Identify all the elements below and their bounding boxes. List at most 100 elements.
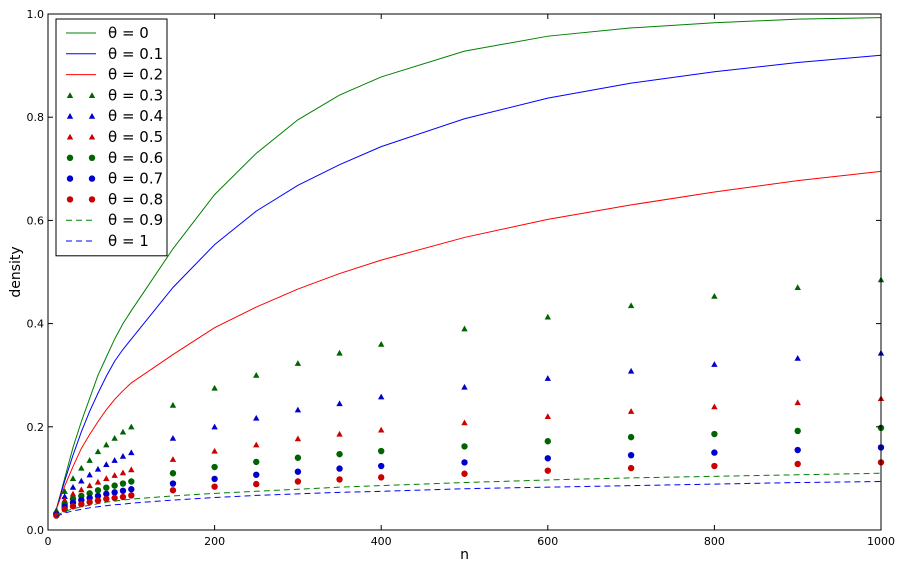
legend-label: θ = 0.6 xyxy=(108,149,163,167)
data-point xyxy=(111,482,118,489)
data-point xyxy=(119,453,127,459)
legend-swatch xyxy=(66,113,74,119)
axes-layer: 0 200 400 600 800 1000 0.0 0.2 0.4 0.6 0.8 1.0 xyxy=(27,8,896,548)
data-point xyxy=(119,487,127,494)
legend-entry: θ = 0 xyxy=(66,24,149,42)
legend-entry: θ = 0.5 xyxy=(66,128,163,146)
data-point xyxy=(378,474,385,481)
series-9 xyxy=(56,472,882,517)
legend-label: θ = 0.4 xyxy=(108,107,163,125)
series-line xyxy=(56,472,882,517)
data-point xyxy=(294,454,302,461)
y-tick-label: 1.0 xyxy=(27,8,45,21)
data-point xyxy=(544,467,551,474)
data-point xyxy=(253,441,260,448)
legend-label: θ = 0.9 xyxy=(108,211,163,229)
data-point xyxy=(61,493,68,500)
legend-swatch xyxy=(88,196,96,203)
data-point xyxy=(794,284,801,291)
data-point xyxy=(128,492,135,499)
data-point xyxy=(294,435,302,442)
data-point xyxy=(711,403,718,410)
series-line xyxy=(55,170,882,510)
data-point xyxy=(111,434,118,441)
x-tick-label: 800 xyxy=(704,535,725,548)
data-point xyxy=(378,426,385,433)
data-point xyxy=(378,447,385,455)
data-point xyxy=(78,464,85,471)
legend-label: θ = 0.2 xyxy=(108,66,163,84)
data-point xyxy=(711,361,718,367)
legend-swatch xyxy=(88,113,96,119)
data-point xyxy=(336,465,343,472)
legend-entry: θ = 1 xyxy=(66,232,149,250)
data-point xyxy=(119,480,127,487)
legend-label: θ = 0.1 xyxy=(108,45,163,63)
x-tick-label: 400 xyxy=(371,535,392,548)
data-point xyxy=(711,462,718,470)
data-point xyxy=(794,427,801,435)
data-point xyxy=(61,496,68,503)
data-point xyxy=(169,401,177,408)
legend-swatch xyxy=(66,175,74,182)
data-point xyxy=(794,460,801,468)
data-point xyxy=(119,469,127,476)
series-2 xyxy=(55,170,882,510)
data-point xyxy=(69,503,77,510)
data-point xyxy=(378,462,385,470)
data-point xyxy=(378,341,385,347)
series-0 xyxy=(55,17,882,510)
data-point xyxy=(711,430,718,438)
data-point xyxy=(94,448,102,455)
legend-swatch xyxy=(88,175,96,182)
x-axis-label: n xyxy=(460,547,469,563)
data-point xyxy=(119,493,127,501)
data-point xyxy=(69,490,77,497)
data-point xyxy=(94,478,102,485)
data-point xyxy=(461,325,468,332)
data-point xyxy=(711,293,718,299)
data-point xyxy=(294,478,302,485)
data-point xyxy=(128,478,135,485)
series-line xyxy=(56,480,882,518)
series-line xyxy=(55,54,882,510)
series-layer xyxy=(53,17,885,519)
x-tick-label: 0 xyxy=(45,535,52,548)
legend-swatch xyxy=(88,154,96,161)
y-tick-label: 0.2 xyxy=(27,421,45,434)
y-tick-label: 0.8 xyxy=(27,111,45,124)
data-point xyxy=(627,451,635,459)
legend-entry: θ = 0.8 xyxy=(66,190,163,208)
data-point xyxy=(544,455,551,462)
data-point xyxy=(461,419,468,426)
data-point xyxy=(61,488,68,494)
data-point xyxy=(78,501,85,508)
legend-label: θ = 0 xyxy=(108,24,149,42)
legend-entry: θ = 0.1 xyxy=(66,45,163,63)
data-point xyxy=(211,447,218,454)
data-point xyxy=(94,492,102,500)
plot-frame xyxy=(47,13,882,531)
data-point xyxy=(627,302,635,309)
series-3 xyxy=(53,276,885,513)
plot-area xyxy=(48,14,881,530)
legend-swatch xyxy=(66,133,74,140)
data-point xyxy=(103,475,110,481)
data-point xyxy=(253,480,260,488)
series-line xyxy=(55,17,882,510)
data-point xyxy=(111,472,118,478)
x-tick-label: 200 xyxy=(204,535,225,548)
series-4 xyxy=(53,349,885,514)
legend-label: θ = 0.8 xyxy=(108,190,163,208)
legend-box xyxy=(55,18,168,257)
data-point xyxy=(211,384,218,391)
legend-label: θ = 0.7 xyxy=(108,170,163,188)
legend-entry: θ = 0.4 xyxy=(66,107,163,125)
legend-swatch xyxy=(88,92,96,98)
data-point xyxy=(711,449,718,456)
legend-swatch xyxy=(66,196,74,203)
data-point xyxy=(211,463,218,471)
data-point xyxy=(103,441,110,448)
data-point xyxy=(627,408,635,414)
data-point xyxy=(128,449,135,456)
